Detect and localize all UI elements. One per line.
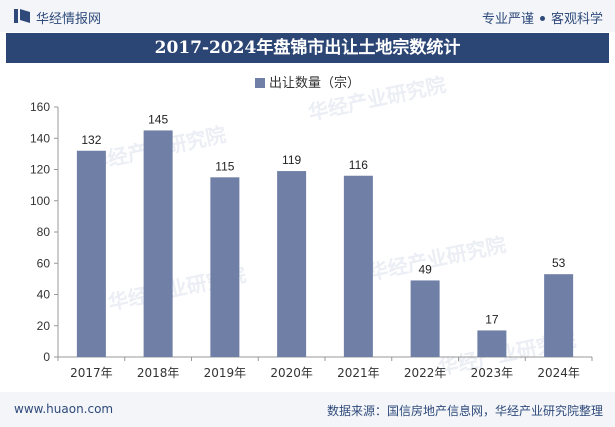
bar-value-label: 49 xyxy=(418,262,432,276)
x-tick-label: 2023年 xyxy=(471,366,514,380)
bar-chart: 华经产业研究院华经产业研究院华经产业研究院华经产业研究院华经产业研究院02040… xyxy=(30,72,593,380)
x-tick-label: 2019年 xyxy=(204,366,247,380)
y-tick-label: 160 xyxy=(30,100,50,114)
bar xyxy=(410,280,440,357)
y-tick-label: 40 xyxy=(37,288,51,302)
bar-value-label: 115 xyxy=(215,159,234,173)
bar-value-label: 145 xyxy=(148,112,168,126)
y-tick-label: 20 xyxy=(37,319,51,333)
y-tick-label: 0 xyxy=(43,350,50,364)
legend-swatch xyxy=(254,78,265,88)
y-tick-label: 140 xyxy=(30,131,50,145)
x-tick-label: 2022年 xyxy=(404,366,447,380)
bar xyxy=(477,330,507,357)
chart-legend: 出让数量（宗） xyxy=(0,72,615,91)
bar xyxy=(143,130,173,357)
bar xyxy=(76,150,106,357)
x-tick-label: 2021年 xyxy=(337,366,380,380)
footer-source: 数据来源：国信房地产信息网，华经产业研究院整理 xyxy=(326,404,603,418)
top-bar: 华经情报网 专业严谨 客观科学 xyxy=(0,0,615,32)
brand-logo-icon xyxy=(14,9,30,23)
x-tick-label: 2017年 xyxy=(70,366,113,380)
watermark-text: 华经产业研究院 xyxy=(366,232,508,285)
tagline-part-1: 专业严谨 xyxy=(481,12,534,27)
brand-name: 华经情报网 xyxy=(36,12,102,27)
tagline-dot xyxy=(539,16,545,21)
y-tick-label: 100 xyxy=(30,194,50,208)
legend-label: 出让数量（宗） xyxy=(268,76,360,91)
bar xyxy=(544,274,574,357)
bar-value-label: 53 xyxy=(552,256,566,270)
bar xyxy=(277,171,307,357)
bar xyxy=(343,175,373,357)
bar-value-label: 132 xyxy=(81,133,101,147)
footer-bar: www.huaon.com 数据来源：国信房地产信息网，华经产业研究院整理 xyxy=(0,392,615,427)
tagline-part-2: 客观科学 xyxy=(550,12,603,27)
x-tick-label: 2018年 xyxy=(137,366,180,380)
bar xyxy=(210,177,240,357)
y-tick-label: 120 xyxy=(30,163,50,177)
bar-value-label: 116 xyxy=(349,158,368,172)
watermark-text: 华经产业研究院 xyxy=(306,72,448,125)
title-bar: 2017-2024年盘锦市出让土地宗数统计 xyxy=(6,33,609,63)
y-tick-label: 80 xyxy=(37,225,51,239)
bar-value-label: 119 xyxy=(282,153,301,167)
x-tick-label: 2024年 xyxy=(537,366,580,380)
footer-site-link[interactable]: www.huaon.com xyxy=(14,402,114,416)
tagline: 专业严谨 客观科学 xyxy=(482,8,603,27)
x-tick-label: 2020年 xyxy=(270,366,313,380)
chart-title: 2017-2024年盘锦市出让土地宗数统计 xyxy=(154,38,461,58)
y-tick-label: 60 xyxy=(37,256,51,270)
bar-value-label: 17 xyxy=(485,312,499,326)
